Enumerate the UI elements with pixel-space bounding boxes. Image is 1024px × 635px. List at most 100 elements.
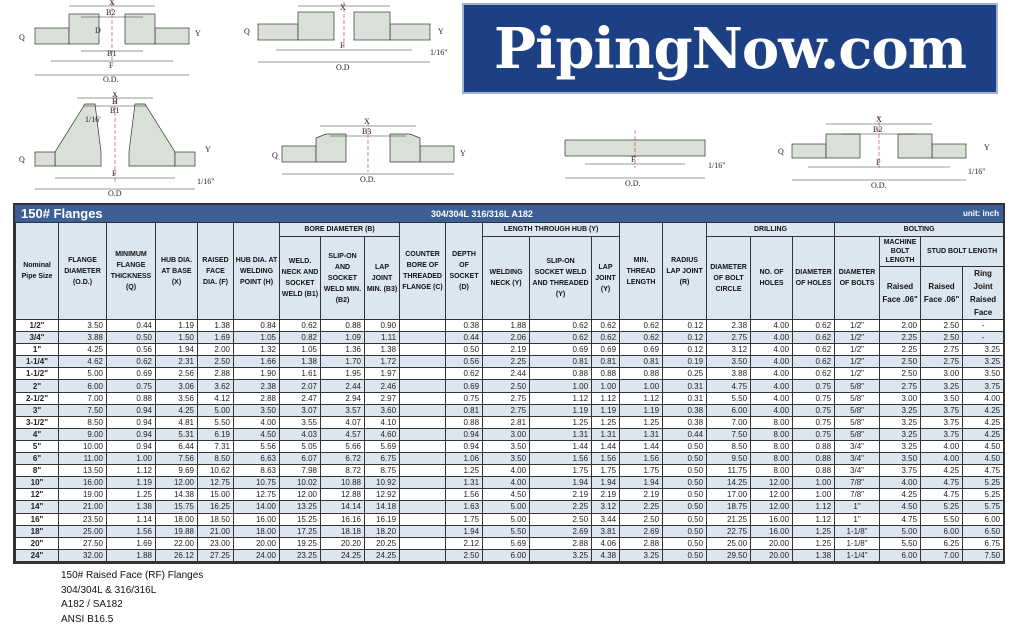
value-cell: 1.12 <box>792 512 836 526</box>
value-cell: 18.50 <box>197 512 234 526</box>
value-cell: 1.44 <box>529 439 593 454</box>
value-cell: 1.72 <box>363 355 401 369</box>
value-cell: 1.95 <box>320 367 365 381</box>
value-cell: 5.00 <box>58 367 107 381</box>
value-cell: 16.00 <box>750 512 794 526</box>
value-cell: 1.25 <box>529 415 593 429</box>
value-cell: 0.94 <box>106 427 156 441</box>
value-cell: 15.00 <box>197 488 234 502</box>
note-line: 150# Raised Face (RF) Flanges <box>61 570 204 581</box>
value-cell: 0.50 <box>662 439 708 454</box>
logo-text: PipingNow.com <box>494 15 967 82</box>
table-row: 24" 32.00 1.88 26.12 27.25 24.00 23.25 24.25 24.… <box>15 548 1005 562</box>
value-cell: 7/8" <box>834 476 881 490</box>
value-cell: 4.75 <box>920 476 964 490</box>
value-cell: 2.44 <box>320 379 365 393</box>
value-cell: 21.00 <box>197 524 234 538</box>
value-cell: 1.06 <box>445 452 484 466</box>
dim-q: Q <box>244 27 250 36</box>
value-cell: 5.69 <box>482 536 531 550</box>
value-cell: 0.75 <box>792 415 836 429</box>
value-cell: 1.69 <box>106 536 156 550</box>
value-cell: 0.31 <box>662 391 708 405</box>
value-cell: 0.50 <box>662 476 708 490</box>
value-cell: 0.84 <box>233 318 280 333</box>
value-cell: 18.00 <box>155 512 198 526</box>
value-cell: 15.75 <box>155 500 198 514</box>
flange-dimension-table: 150# Flanges 304/304L 316/316L A182 unit… <box>13 203 1005 564</box>
value-cell: 4.00 <box>750 403 794 417</box>
value-cell: 4.25 <box>879 488 922 502</box>
value-cell: 2.38 <box>706 318 752 333</box>
value-cell: 5.56 <box>233 439 280 454</box>
value-cell: 8.00 <box>750 464 794 478</box>
value-cell: 2.25 <box>482 355 531 369</box>
value-cell: 2.50 <box>619 512 664 526</box>
dim-b2: B2 <box>873 125 882 134</box>
value-cell: 4.25 <box>58 343 107 357</box>
pipe-size-cell: 3/4" <box>15 331 59 345</box>
value-cell: 5.00 <box>482 512 531 526</box>
value-cell: 2.88 <box>619 536 664 550</box>
header-min-thickness: MINIMUM FLANGE THICKNESS (Q) <box>106 222 156 320</box>
value-cell: 2.88 <box>233 391 280 405</box>
value-cell: 4.00 <box>750 391 794 405</box>
value-cell: 24.25 <box>320 548 365 562</box>
value-cell: 20.00 <box>233 536 280 550</box>
value-cell: 3.25 <box>879 415 922 429</box>
pipe-size-cell: 2" <box>15 379 59 393</box>
value-cell: 12.92 <box>363 488 401 502</box>
header-weld-neck: WELDING NECK (Y) <box>482 236 531 320</box>
header-raised-face: RAISED FACE DIA. (F) <box>197 222 234 320</box>
value-cell: 1.31 <box>529 427 593 441</box>
value-cell: 1.94 <box>529 476 593 490</box>
value-cell: 5.25 <box>962 476 1005 490</box>
value-cell: 6.63 <box>233 452 280 466</box>
value-cell: 3.50 <box>706 355 752 369</box>
value-cell: 4.50 <box>962 452 1005 466</box>
value-cell: 0.81 <box>591 355 621 369</box>
value-cell: 1.32 <box>233 343 280 357</box>
value-cell: 3.50 <box>962 367 1005 381</box>
value-cell: 4.50 <box>962 439 1005 454</box>
value-cell: 1.75 <box>619 464 664 478</box>
value-cell: 4.00 <box>750 343 794 357</box>
value-cell: 8.72 <box>320 464 365 478</box>
value-cell: 3.12 <box>591 500 621 514</box>
table-row: 2" 6.00 0.75 3.06 3.62 2.38 2.07 2.44 2.46 0.69 2.… <box>15 379 1005 393</box>
value-cell: 1.00 <box>619 379 664 393</box>
pipe-size-cell: 5" <box>15 439 59 454</box>
value-cell: 0.88 <box>792 452 836 466</box>
value-cell: 10.92 <box>363 476 401 490</box>
value-cell: 5.50 <box>706 391 752 405</box>
value-cell: 16.16 <box>320 512 365 526</box>
value-cell: 3.50 <box>920 391 964 405</box>
value-cell: 0.38 <box>662 403 708 417</box>
value-cell: 0.62 <box>106 355 156 369</box>
header-drilling-group: DRILLING <box>706 222 836 237</box>
value-cell: 0.62 <box>619 318 664 333</box>
value-cell: 1.88 <box>106 548 156 562</box>
pipe-size-cell: 3" <box>15 403 59 417</box>
value-cell: 1.38 <box>363 343 401 357</box>
value-cell: 0.25 <box>662 367 708 381</box>
value-cell: 0.75 <box>445 391 484 405</box>
value-cell: 6.50 <box>962 524 1005 538</box>
value-cell: 5.66 <box>320 439 365 454</box>
pipe-size-cell: 1-1/4" <box>15 355 59 369</box>
value-cell: 5.25 <box>920 500 964 514</box>
value-cell: 10.88 <box>320 476 365 490</box>
value-cell: 1.56 <box>591 452 621 466</box>
value-cell: 8.00 <box>750 427 794 441</box>
pipe-size-cell: 12" <box>15 488 59 502</box>
value-cell: 19.88 <box>155 524 198 538</box>
value-cell: 1/2" <box>834 318 881 333</box>
value-cell: 10.00 <box>58 439 107 454</box>
value-cell: 1.12 <box>591 391 621 405</box>
value-cell: 4.00 <box>482 476 531 490</box>
value-cell: 0.88 <box>792 464 836 478</box>
header-nominal: Nominal Pipe Size <box>15 222 59 320</box>
value-cell: 0.69 <box>591 343 621 357</box>
dim-raise: 1/16" <box>708 161 725 170</box>
value-cell: 0.62 <box>591 318 621 333</box>
